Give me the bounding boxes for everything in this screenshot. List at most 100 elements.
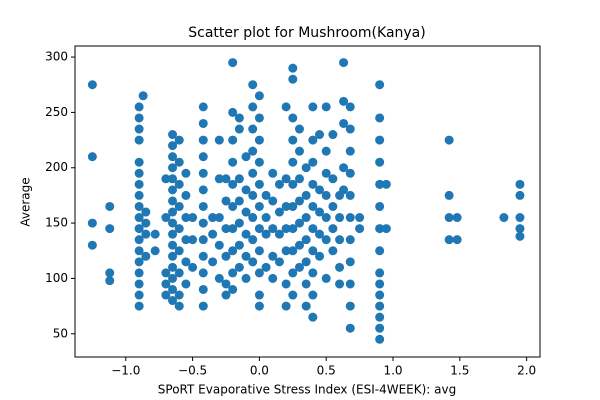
point — [375, 279, 385, 289]
point — [241, 273, 251, 283]
point — [174, 268, 184, 278]
point — [321, 235, 331, 245]
point — [241, 185, 251, 195]
point — [335, 235, 345, 245]
point — [274, 207, 284, 217]
point — [321, 168, 331, 178]
point — [375, 80, 385, 90]
point — [444, 135, 454, 145]
point — [181, 168, 191, 178]
point — [214, 273, 224, 283]
point — [345, 213, 355, 223]
point — [375, 201, 385, 211]
y-tick-label: 250 — [45, 105, 68, 119]
point — [321, 273, 331, 283]
x-tick-label: −1.0 — [111, 364, 140, 378]
point — [248, 124, 258, 134]
point — [168, 296, 178, 306]
point — [134, 224, 144, 234]
point — [174, 179, 184, 189]
point — [345, 301, 355, 311]
point — [261, 190, 271, 200]
point — [308, 179, 318, 189]
point — [168, 273, 178, 283]
point — [375, 268, 385, 278]
point — [315, 185, 325, 195]
point — [248, 213, 258, 223]
point — [161, 279, 171, 289]
point — [105, 268, 115, 278]
point — [87, 80, 97, 90]
point — [214, 240, 224, 250]
point — [308, 312, 318, 322]
point — [288, 179, 298, 189]
point — [261, 229, 271, 239]
point — [234, 174, 244, 184]
point — [168, 207, 178, 217]
point — [228, 58, 238, 68]
point — [345, 168, 355, 178]
point — [288, 268, 298, 278]
point — [515, 190, 525, 200]
point — [234, 113, 244, 123]
point — [134, 113, 144, 123]
x-tick-label: 0.0 — [250, 364, 269, 378]
point — [254, 157, 264, 167]
point — [261, 262, 271, 272]
point — [328, 130, 338, 140]
point — [515, 213, 525, 223]
point — [198, 251, 208, 261]
point — [281, 102, 291, 112]
point — [254, 113, 264, 123]
point — [444, 213, 454, 223]
point — [134, 257, 144, 267]
point — [308, 157, 318, 167]
point — [345, 124, 355, 134]
point — [198, 185, 208, 195]
point — [288, 201, 298, 211]
point — [328, 246, 338, 256]
y-tick-label: 100 — [45, 271, 68, 285]
point — [248, 102, 258, 112]
point — [134, 168, 144, 178]
point — [345, 102, 355, 112]
point — [308, 246, 318, 256]
point — [301, 213, 311, 223]
point — [301, 235, 311, 245]
point — [228, 284, 238, 294]
point — [274, 257, 284, 267]
point — [375, 290, 385, 300]
point — [198, 235, 208, 245]
point — [254, 224, 264, 234]
y-tick-label: 300 — [45, 50, 68, 64]
point — [355, 224, 365, 234]
point — [214, 174, 224, 184]
point — [339, 118, 349, 128]
point — [168, 174, 178, 184]
point — [335, 213, 345, 223]
point — [234, 240, 244, 250]
point — [315, 229, 325, 239]
point — [381, 224, 391, 234]
point — [294, 262, 304, 272]
point — [301, 279, 311, 289]
point — [281, 224, 291, 234]
point — [188, 262, 198, 272]
point — [168, 141, 178, 151]
point — [515, 224, 525, 234]
point — [328, 201, 338, 211]
point — [181, 235, 191, 245]
point — [335, 279, 345, 289]
point — [228, 135, 238, 145]
point — [141, 218, 151, 228]
point — [254, 91, 264, 101]
point — [375, 334, 385, 344]
point — [174, 301, 184, 311]
point — [174, 290, 184, 300]
point — [375, 113, 385, 123]
point — [141, 229, 151, 239]
point — [248, 168, 258, 178]
x-tick-label: 1.0 — [383, 364, 402, 378]
point — [208, 213, 218, 223]
point — [234, 218, 244, 228]
